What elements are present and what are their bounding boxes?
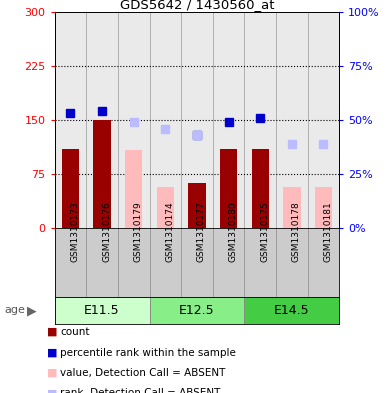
Bar (213, 12, 245, 228)
Bar (245, 297, 339, 324)
Text: GSM1310178: GSM1310178 (292, 201, 301, 262)
Text: ■: ■ (47, 327, 57, 337)
Text: GSM1310180: GSM1310180 (229, 201, 238, 262)
Text: ■: ■ (47, 368, 57, 378)
Bar (86, 12, 118, 228)
Text: GSM1310176: GSM1310176 (102, 201, 111, 262)
Bar (245, 12, 276, 228)
Text: rank, Detection Call = ABSENT: rank, Detection Call = ABSENT (60, 388, 221, 393)
Text: age: age (4, 305, 25, 316)
Text: E12.5: E12.5 (179, 304, 215, 317)
Bar (308, 12, 339, 228)
Text: ■: ■ (47, 388, 57, 393)
Bar (283, 187, 301, 228)
Text: GSM1310177: GSM1310177 (197, 201, 206, 262)
Bar (315, 187, 332, 228)
Text: GSM1310175: GSM1310175 (260, 201, 269, 262)
Bar (157, 187, 174, 228)
Bar (125, 150, 142, 228)
Text: GSM1310179: GSM1310179 (134, 201, 143, 262)
Bar (252, 149, 269, 228)
Text: ■: ■ (47, 347, 57, 358)
Text: value, Detection Call = ABSENT: value, Detection Call = ABSENT (60, 368, 226, 378)
Text: E14.5: E14.5 (274, 304, 310, 317)
Bar (149, 12, 181, 228)
Bar (220, 149, 237, 228)
Text: percentile rank within the sample: percentile rank within the sample (60, 347, 236, 358)
Text: count: count (60, 327, 90, 337)
Bar (93, 120, 111, 228)
Bar (149, 297, 245, 324)
Text: ▶: ▶ (27, 304, 37, 317)
Bar (55, 12, 86, 228)
Bar (181, 12, 213, 228)
Bar (118, 12, 149, 228)
Text: GSM1310174: GSM1310174 (165, 201, 174, 262)
Bar (188, 183, 206, 228)
Text: GSM1310173: GSM1310173 (71, 201, 80, 262)
Bar (62, 149, 79, 228)
Title: GDS5642 / 1430560_at: GDS5642 / 1430560_at (120, 0, 274, 11)
Text: GSM1310181: GSM1310181 (323, 201, 333, 262)
Bar (55, 297, 149, 324)
Text: E11.5: E11.5 (84, 304, 120, 317)
Bar (276, 12, 308, 228)
